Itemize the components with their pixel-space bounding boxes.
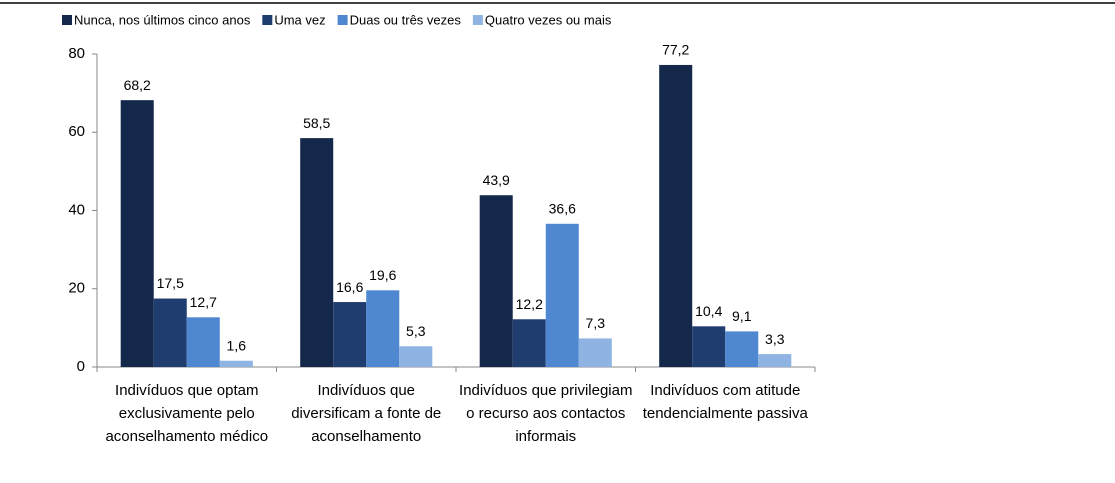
value-label: 5,3 [406, 323, 426, 339]
bar [545, 223, 579, 367]
legend-swatch [472, 15, 483, 25]
bar [578, 338, 612, 367]
value-label: 36,6 [549, 201, 576, 217]
value-label: 17,5 [157, 275, 184, 291]
bar [120, 100, 154, 367]
bar [186, 317, 220, 367]
value-label: 77,2 [662, 42, 689, 58]
x-tick-label: Indivíduos que privilegiam o recurso aos… [459, 382, 633, 445]
value-label: 16,6 [336, 279, 363, 295]
value-label: 58,5 [303, 115, 330, 131]
legend-label: Duas ou três vezes [350, 12, 462, 27]
y-tick-label: 60 [68, 123, 85, 140]
value-label: 3,3 [765, 331, 785, 347]
x-tick-label: Indivíduos com atitude tendencialmente p… [642, 382, 808, 422]
bar [692, 326, 726, 367]
legend-label: Uma vez [274, 12, 325, 27]
y-tick-label: 80 [68, 45, 85, 62]
bar [153, 298, 187, 367]
bar [758, 354, 792, 367]
value-label: 10,4 [695, 303, 722, 319]
value-label: 12,2 [516, 296, 543, 312]
bar [659, 64, 693, 367]
legend-swatch [62, 15, 72, 25]
value-label: 19,6 [369, 267, 396, 283]
y-tick-label: 20 [68, 280, 85, 297]
value-label: 12,7 [190, 294, 217, 310]
bar [512, 319, 546, 367]
value-label: 68,2 [124, 77, 151, 93]
y-tick-label: 0 [77, 358, 85, 375]
legend-swatch [262, 15, 273, 25]
value-label: 9,1 [732, 308, 752, 324]
legend-label: Nunca, nos últimos cinco anos [74, 12, 251, 27]
value-label: 43,9 [483, 172, 510, 188]
legend-swatch [337, 15, 348, 25]
bar [725, 331, 759, 367]
x-tick-label: Indivíduos que optam exclusivamente pelo… [105, 382, 269, 445]
x-tick-label: Indivíduos que diversificam a fonte de a… [291, 382, 442, 445]
value-label: 1,6 [227, 337, 247, 353]
bar [366, 290, 400, 367]
bar [479, 195, 513, 367]
y-tick-label: 40 [68, 201, 85, 218]
bar [300, 138, 334, 367]
value-label: 7,3 [586, 315, 606, 331]
bar [399, 346, 433, 367]
bar [333, 302, 367, 367]
bar [219, 360, 253, 367]
legend-label: Quatro vezes ou mais [485, 12, 612, 27]
